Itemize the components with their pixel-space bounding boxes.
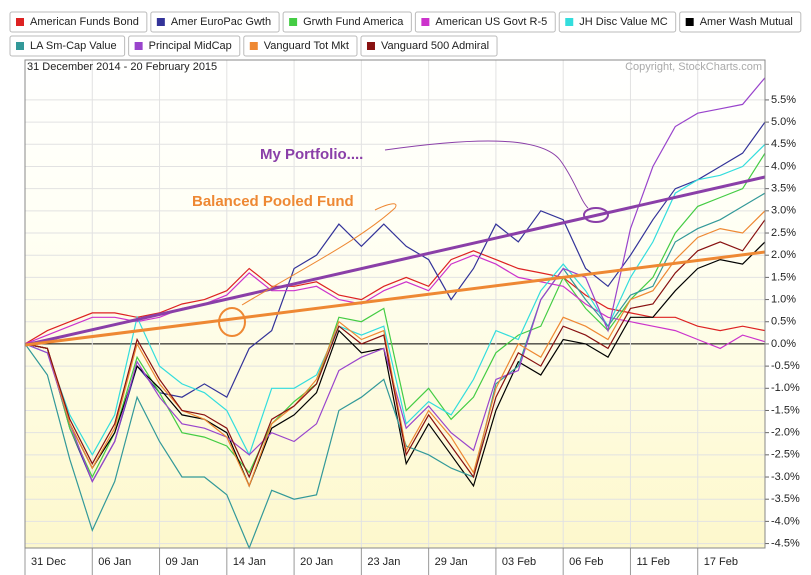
legend-label: JH Disc Value MC [579,16,667,28]
legend-label: Amer Wash Mutual [700,16,793,28]
circle [583,207,609,223]
y-tick-label: 4.0% [771,160,796,172]
y-tick-label: 3.5% [771,183,796,195]
y-tick-label: 3.0% [771,205,796,217]
legend-label: Vanguard 500 Admiral [381,40,489,52]
arrow [384,140,589,209]
legend-item [414,11,556,33]
x-tick-label: 03 Feb [502,556,536,568]
y-tick-label: -3.0% [771,471,800,483]
legend-swatch [289,18,298,26]
annotation: My Portfolio.... [260,146,363,163]
plot-area [25,60,765,548]
series-line [24,143,766,457]
legend-label: Principal MidCap [149,40,232,52]
y-tick-label: 1.5% [771,271,796,283]
legend-swatch [366,42,375,50]
legend-item [9,11,148,33]
legend-label: American US Govt R-5 [435,16,547,28]
arrow [241,203,397,306]
legend-swatch [16,18,24,26]
legend-swatch [249,42,258,50]
y-tick-label: 5.0% [771,116,796,128]
legend-item [150,11,280,33]
legend-label: Grwth Fund America [303,16,404,28]
series-line [24,254,766,350]
y-tick-label: 0.5% [771,316,796,328]
legend-swatch [156,18,165,26]
annotation: Balanced Pooled Fund [192,193,354,210]
series-line [24,241,766,488]
lines [24,77,766,550]
y-tick-label: -1.5% [771,404,800,416]
y-tick-label: -0.5% [771,360,800,372]
legend-swatch [685,18,694,26]
legend-item [128,35,241,57]
y-tick-label: -2.0% [771,427,800,439]
legend-item [679,11,802,33]
x-tick-label: 23 Jan [367,556,400,568]
y-tick-label: 5.5% [771,94,796,106]
legend-label: American Funds Bond [30,16,139,28]
y-tick-label: -2.5% [771,449,800,461]
legend-swatch [565,18,574,26]
legend-swatch [134,42,143,50]
balanced-trend [24,250,766,347]
series-line [24,250,766,345]
y-tick-label: 1.0% [771,293,796,305]
series-line [24,210,766,488]
x-tick-label: 06 Feb [569,556,603,568]
x-tick-label: 06 Jan [98,556,131,568]
y-tick-label: 0.0% [771,338,796,350]
x-tick-label: 31 Dec [31,556,66,568]
y-tick-label: -4.0% [771,515,800,527]
legend-item [243,35,358,57]
x-tick-label: 14 Jan [233,556,266,568]
date-range: 31 December 2014 - 20 February 2015 [27,61,217,73]
y-tick-label: 4.5% [771,138,796,150]
legend-item [282,11,412,33]
legend-item [360,35,498,57]
series-line [24,152,766,479]
series-line [24,192,766,550]
grid: 5.5% 5.0% 4.5% 4.0% 3.5% 3.0% 2.5% 2.0% 1.5% 1.0%… [24,60,800,575]
portfolio-trend [24,175,766,347]
copyright: Copyright, StockCharts.com [625,61,762,73]
legend-item [558,11,677,33]
x-tick-label: 20 Jan [300,556,333,568]
x-tick-label: 09 Jan [166,556,199,568]
x-tick-label: 17 Feb [704,556,738,568]
legend-swatch [421,18,430,26]
legend: American Funds Bond Amer EuroPac Gwth Grwt… [9,11,802,57]
legend-swatch [16,42,24,50]
annotations: My Portfolio.... Balanced Pooled Fund [24,140,766,347]
legend-label: Amer EuroPac Gwth [171,16,271,28]
legend-label: LA Sm-Cap Value [30,40,117,52]
legend-item [9,35,126,57]
y-tick-label: -4.5% [771,537,800,549]
series-line [24,219,766,479]
y-tick-label: -3.5% [771,493,800,505]
y-tick-label: 2.0% [771,249,796,261]
y-tick-label: 2.5% [771,227,796,239]
x-tick-label: 11 Feb [636,556,669,568]
y-tick-label: -1.0% [771,382,800,394]
circle [218,307,246,337]
x-tick-label: 29 Jan [435,556,468,568]
legend-label: Vanguard Tot Mkt [264,40,349,52]
plot-frame [24,59,766,549]
